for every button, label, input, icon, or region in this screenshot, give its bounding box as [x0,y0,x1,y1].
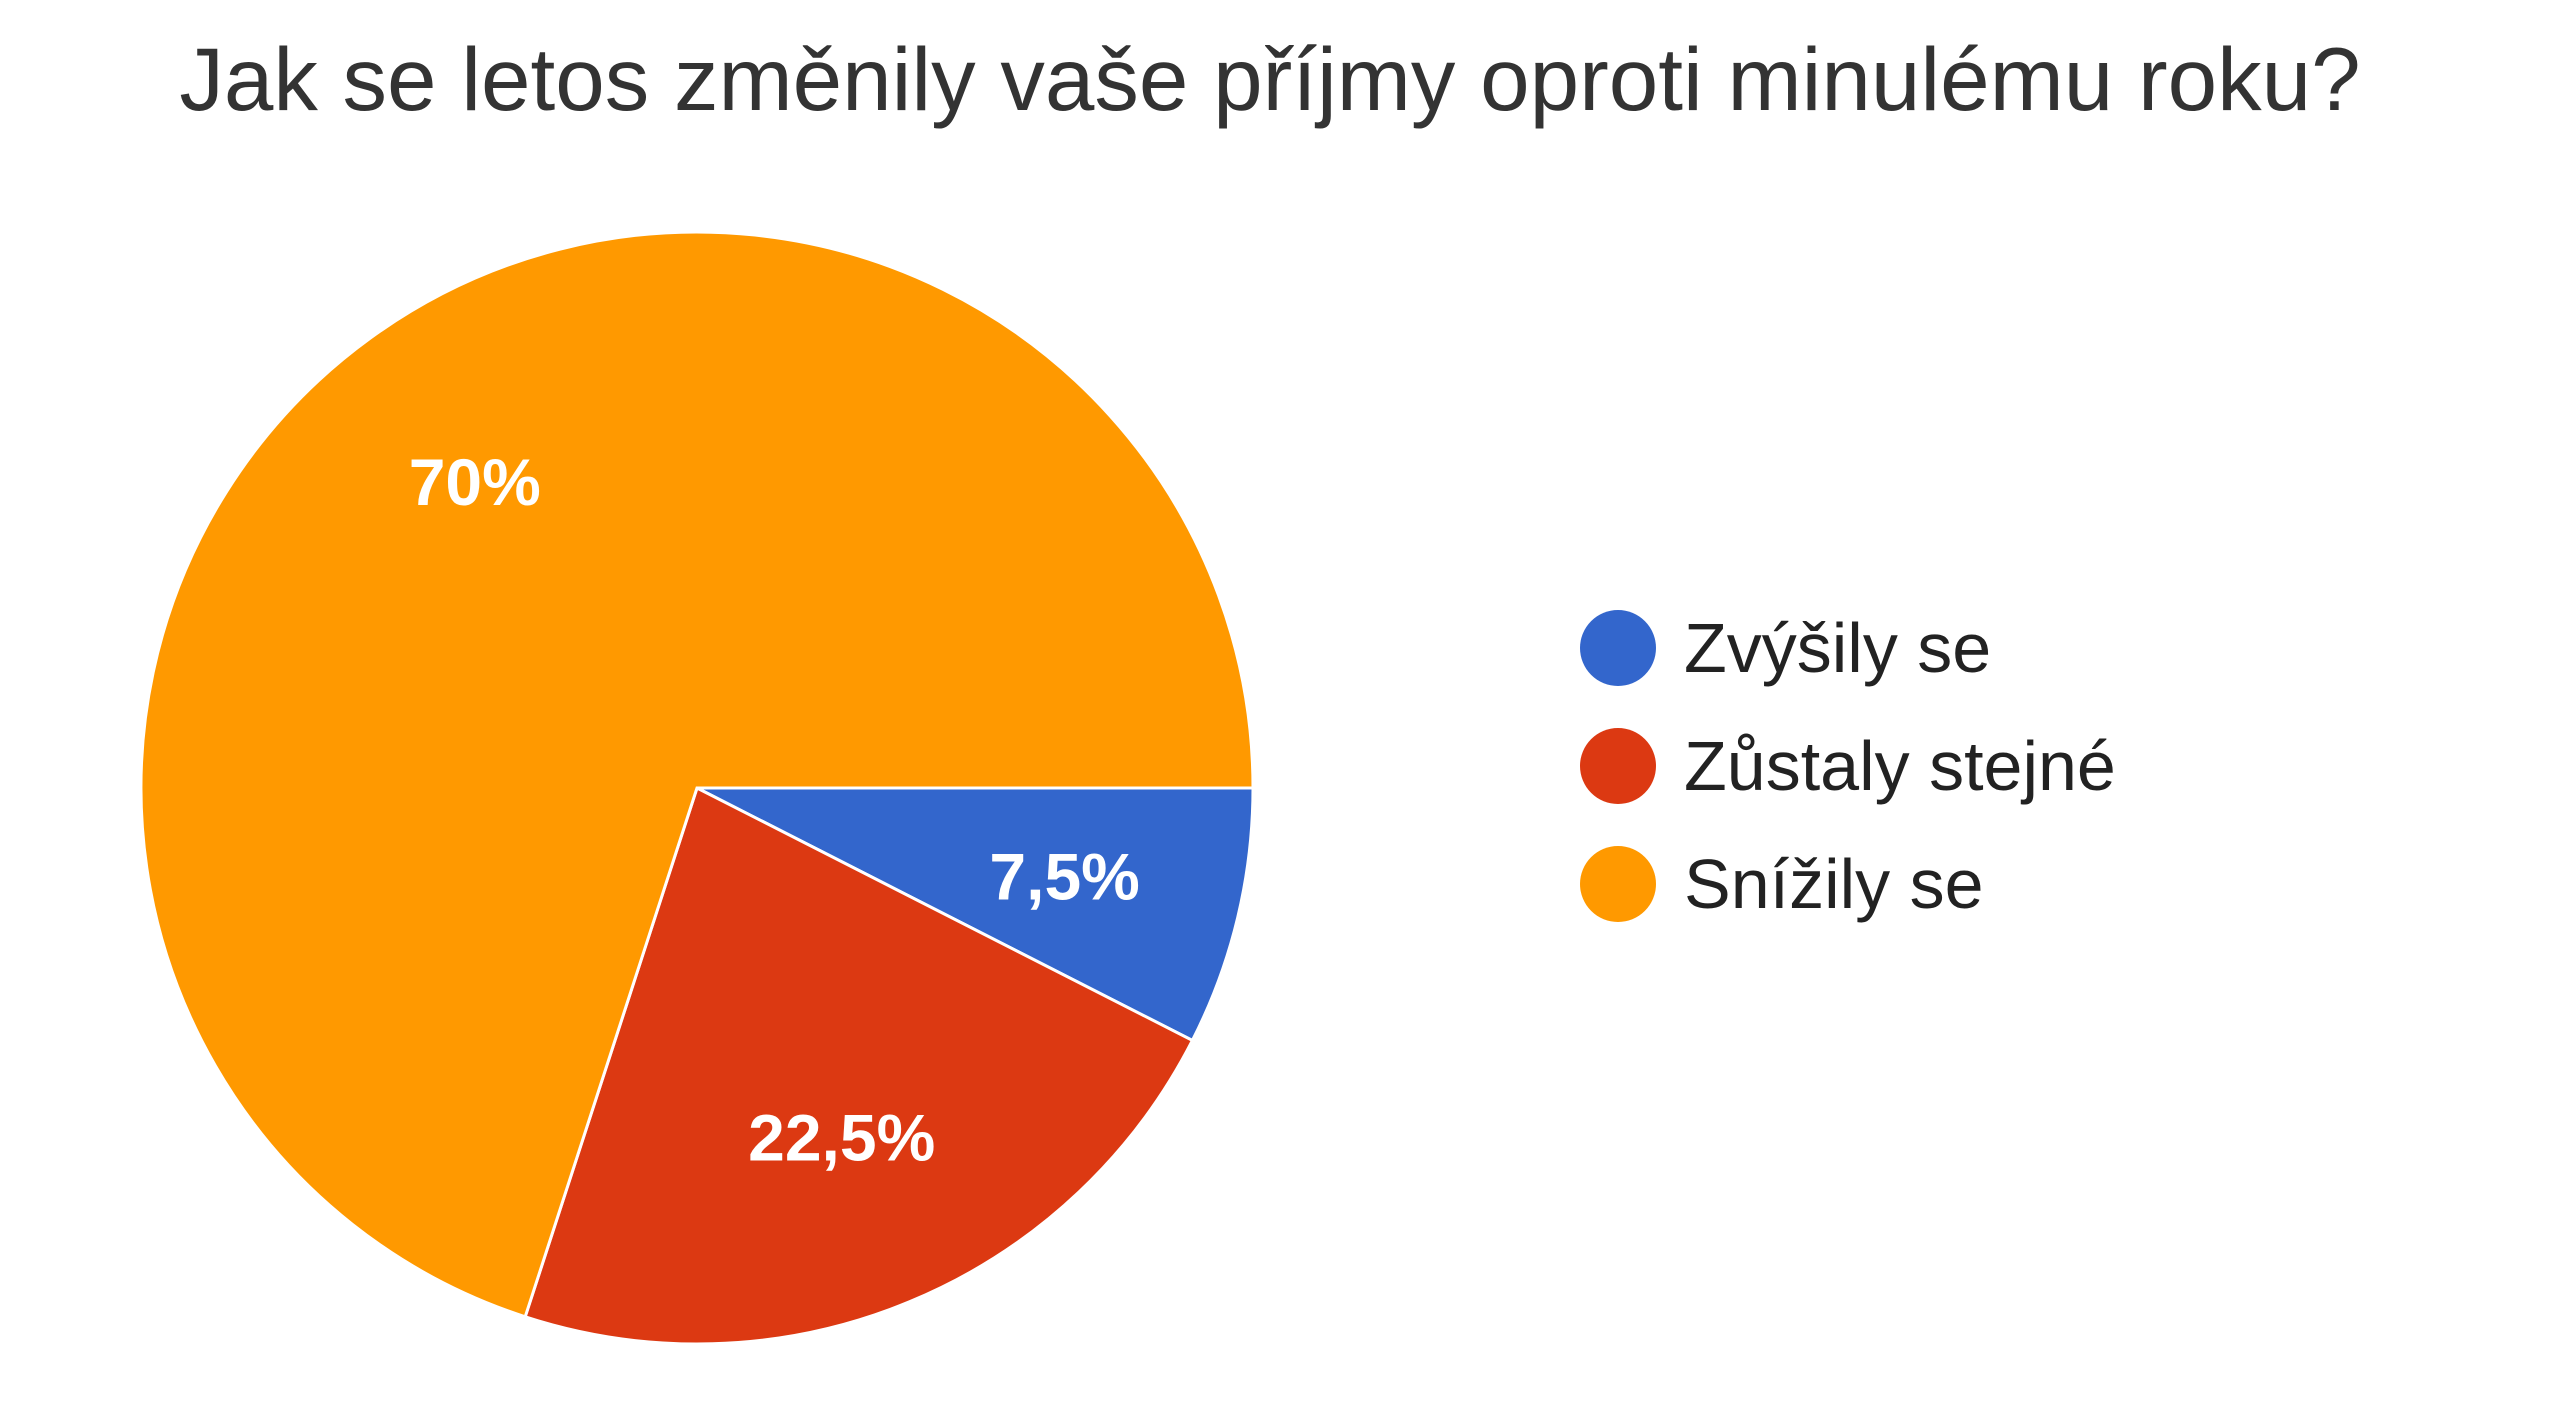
slice-label-zustaly-stejne: 22,5% [748,1100,935,1174]
pie-slice-zustaly-stejne [523,785,1195,1346]
legend-label: Snížily se [1684,845,1984,923]
slice-label-snizily-se: 70% [409,445,541,519]
legend-item-snizily-se: Snížily se [1580,845,1984,923]
legend-swatch [1580,610,1656,686]
pie-slices [139,230,1255,1346]
legend-item-zustaly-stejne: Zůstaly stejné [1580,727,2116,805]
legend: Zvýšily se Zůstaly stejné Snížily se [1580,609,2116,923]
slice-label-zvysily-se: 7,5% [989,839,1139,913]
pie-slice-snizily-se [139,230,1255,1319]
legend-label: Zůstaly stejné [1684,727,2116,805]
legend-label: Zvýšily se [1684,609,1991,687]
pie-slice-zvysily-se [696,786,1255,1043]
chart-title: Jak se letos změnily vaše příjmy oproti … [179,29,2360,129]
legend-item-zvysily-se: Zvýšily se [1580,609,1991,687]
slice-labels: 7,5% 22,5% 70% [409,445,1140,1174]
legend-swatch [1580,846,1656,922]
legend-swatch [1580,728,1656,804]
